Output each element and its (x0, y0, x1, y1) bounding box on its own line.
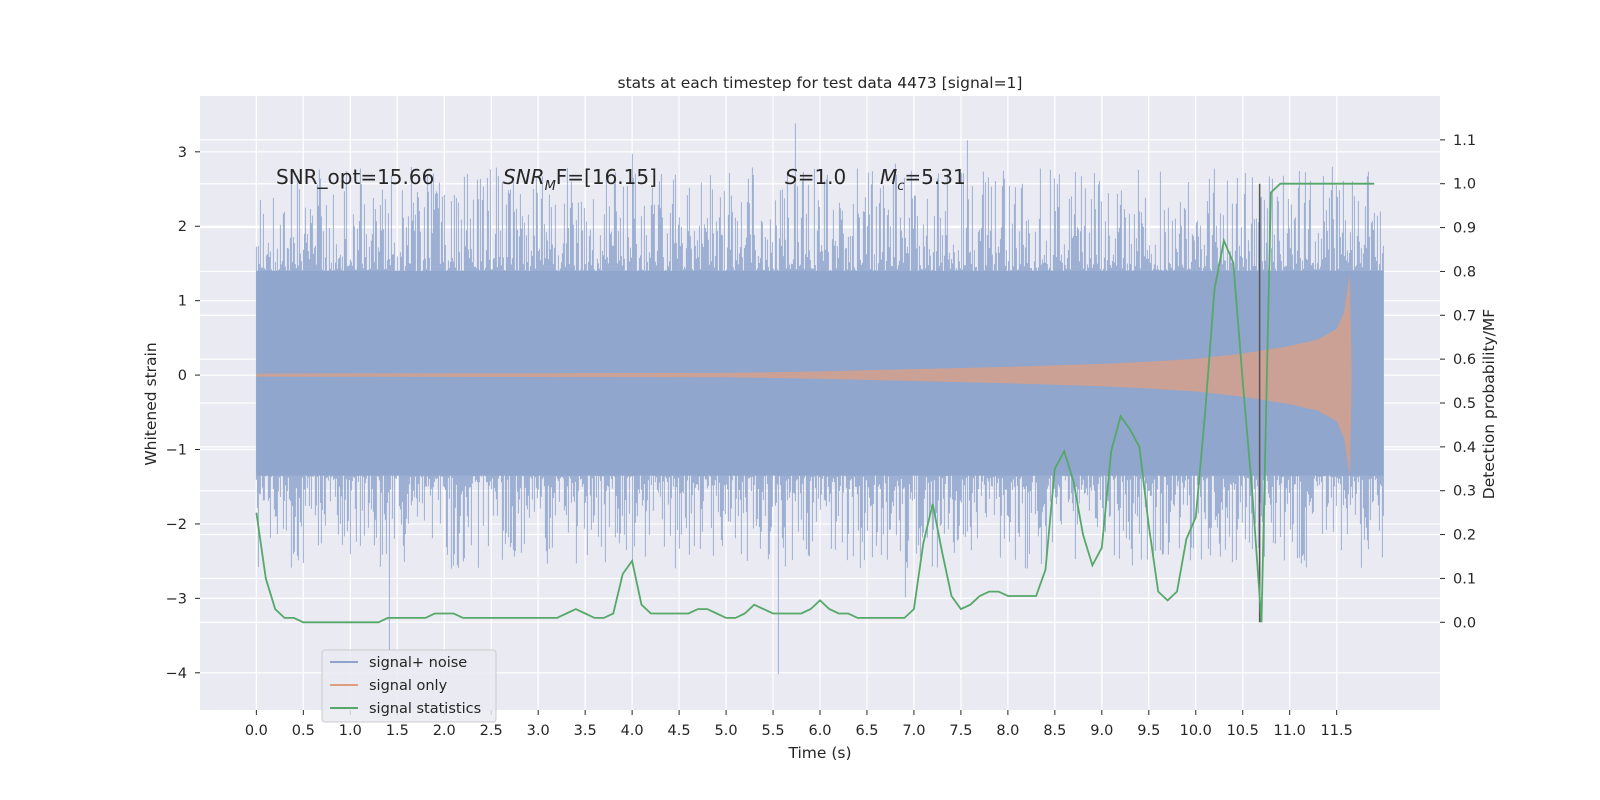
legend-label-signal-only: signal only (369, 678, 448, 694)
y-axis-label: Whitened strain (142, 342, 160, 465)
y-tick-label: 3 (178, 145, 187, 161)
legend-label-signal-statistics: signal statistics (369, 701, 481, 717)
annotation-s-italic: S (785, 165, 798, 189)
x-tick-label: 3.5 (574, 723, 597, 739)
x-tick-label: 0.0 (245, 723, 268, 739)
y2-tick-label: 0.4 (1453, 440, 1476, 456)
y2-tick-label: 0.1 (1453, 571, 1476, 587)
x-tick-label: 5.5 (761, 723, 784, 739)
chart-title: stats at each timestep for test data 447… (618, 74, 1023, 92)
annotation-mc-main: M (880, 165, 897, 189)
x-tick-label: 7.0 (902, 723, 925, 739)
y2-tick-label: 1.1 (1453, 133, 1476, 149)
signal-statistics-series (255, 182, 1375, 624)
y-tick-label: −3 (166, 591, 187, 607)
y2-tick-label: 0.2 (1453, 528, 1476, 544)
y2-tick-label: 0.0 (1453, 615, 1476, 631)
x-tick-label: 11.5 (1321, 723, 1353, 739)
x-tick-label: 1.5 (386, 723, 409, 739)
legend-label-signal-noise: signal+ noise (369, 655, 467, 671)
annotation-snr-mf-main: SNR (503, 165, 545, 189)
y2-axis-label: Detection probability/MF (1480, 309, 1498, 500)
x-tick-label: 2.0 (433, 723, 456, 739)
annotation-mc-sub: c (897, 179, 904, 194)
annotation-s-rest: =1.0 (798, 165, 847, 189)
x-tick-label: 8.5 (1043, 723, 1066, 739)
y2-tick-label: 0.9 (1453, 221, 1476, 237)
y-tick-label: −2 (166, 517, 187, 533)
y2-tick-label: 0.8 (1453, 264, 1476, 280)
x-tick-label: 7.5 (949, 723, 972, 739)
annotation-mc-rest: =5.31 (904, 165, 965, 189)
y-tick-label: 1 (178, 294, 187, 310)
y2-tick-label: 0.7 (1453, 308, 1476, 324)
annotation-snr-mf-sub: M (545, 179, 556, 194)
x-tick-label: 6.0 (808, 723, 831, 739)
x-tick-label: 4.0 (621, 723, 644, 739)
x-tick-label: 9.0 (1090, 723, 1113, 739)
x-tick-label: 8.0 (996, 723, 1019, 739)
y2-axis-ticks: 1.1 1.0 0.9 0.8 0.7 0.6 0.5 0.4 0.3 0.2 0.1 0.0 (1440, 133, 1476, 631)
x-tick-label: 1.0 (339, 723, 362, 739)
x-tick-label: 5.0 (715, 723, 738, 739)
x-tick-label: 11.0 (1274, 723, 1306, 739)
y-tick-label: −1 (166, 443, 187, 459)
x-tick-label: 3.0 (527, 723, 550, 739)
legend: signal+ noise signal only signal statist… (321, 649, 497, 723)
x-tick-label: 4.5 (668, 723, 691, 739)
y2-tick-label: 0.3 (1453, 484, 1476, 500)
x-axis-label: Time (s) (787, 744, 851, 762)
legend-box (321, 649, 497, 723)
y-tick-label: 0 (178, 368, 187, 384)
annotation-snr-opt: SNR_opt=15.66 (276, 165, 434, 189)
x-tick-label: 9.5 (1137, 723, 1160, 739)
x-tick-label: 10.0 (1180, 723, 1212, 739)
y-tick-label: −4 (166, 666, 187, 682)
annotation-snr-mf: SNRMF=[16.15] (503, 165, 657, 194)
y-tick-label: 2 (178, 219, 187, 235)
y2-tick-label: 0.6 (1453, 352, 1476, 368)
annotation-mc: Mc=5.31 (880, 165, 966, 194)
y2-tick-label: 0.5 (1453, 396, 1476, 412)
x-tick-label: 2.5 (480, 723, 503, 739)
y-axis-ticks: 3 2 1 0 −1 −2 −3 −4 (166, 145, 200, 682)
x-tick-label: 10.5 (1227, 723, 1259, 739)
x-tick-label: 0.5 (292, 723, 315, 739)
x-axis-ticks: 0.0 0.5 1.0 1.5 2.0 2.5 3.0 3.5 4.0 4.5 5.0 5.5 6.0 6… (245, 710, 1353, 739)
annotation-snr-mf-rest: F=[16.15] (556, 165, 657, 189)
annotation-s: S=1.0 (785, 165, 846, 189)
signal-only-series (256, 274, 1384, 476)
x-tick-label: 6.5 (855, 723, 878, 739)
y2-tick-label: 1.0 (1453, 177, 1476, 193)
